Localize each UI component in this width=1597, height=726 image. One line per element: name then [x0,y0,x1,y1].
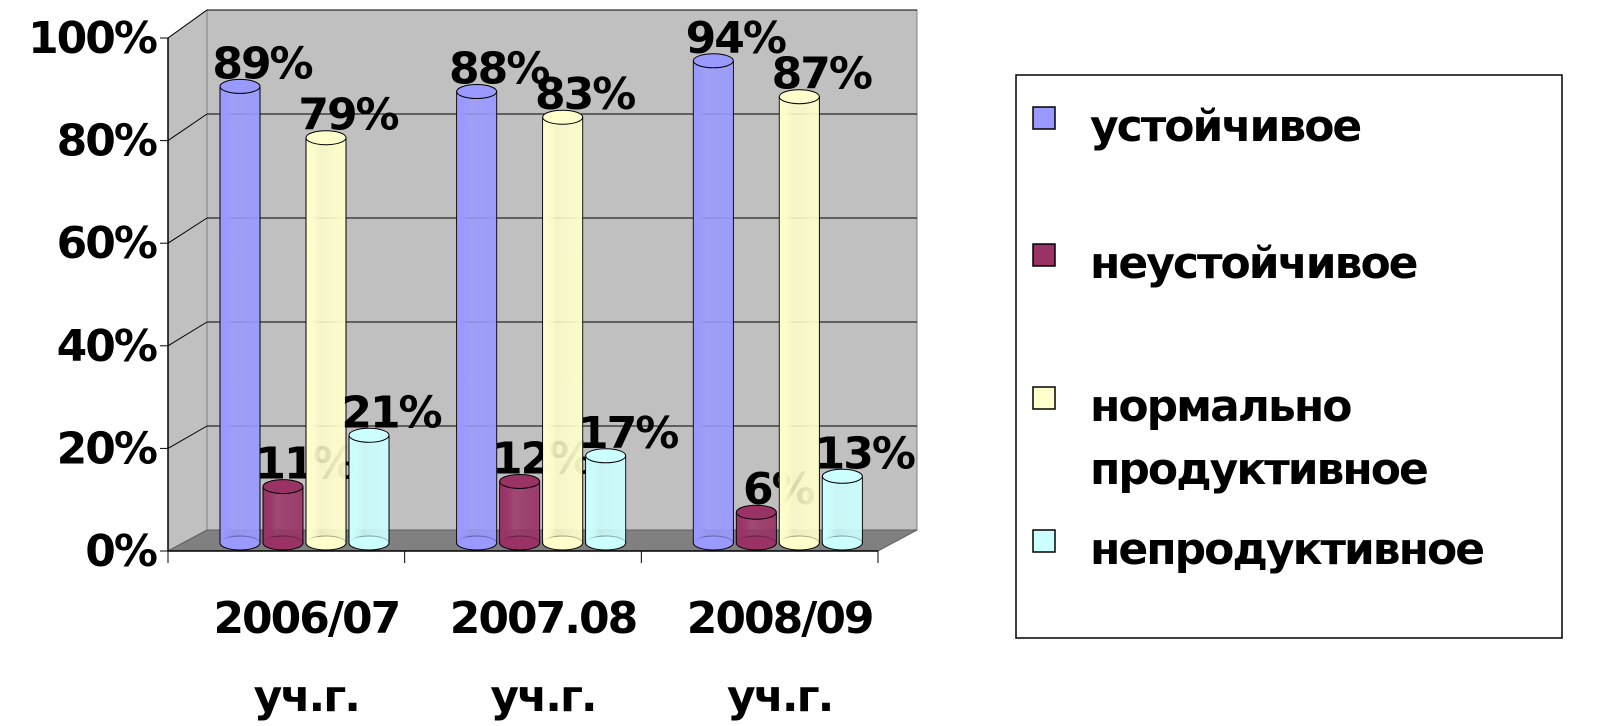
legend-label: неустойчивое [1090,238,1417,289]
bar-fill [220,86,260,544]
bar-fill [457,91,497,543]
legend-swatch [1032,386,1056,410]
bar [262,479,304,551]
bar-top [499,473,541,489]
bar [821,468,863,551]
bar [348,427,390,551]
grid-line [167,113,208,142]
data-label: 21% [341,387,441,438]
data-label: 88% [449,44,549,95]
bar [305,130,347,551]
bar-top [305,130,347,146]
bar [499,473,541,551]
legend-label: устойчивое [1090,101,1360,152]
grid-line [167,9,208,39]
data-label: 89% [212,38,312,89]
y-tick-label: 20% [57,423,157,474]
x-tick-label: 2006/07 уч.г. [213,593,399,722]
bar-top [692,53,734,69]
legend-label: нормально продуктивное [1090,381,1427,495]
bar-fill [500,481,540,543]
grid-line [167,217,208,244]
data-label: 13% [815,428,915,479]
bar [778,89,820,551]
grid-line [167,425,208,449]
bar-top [262,479,304,495]
data-label: 87% [772,49,872,100]
bar-top [585,448,627,464]
x-tick-label: 2007.08 уч.г. [450,593,636,722]
bar-top [348,427,390,443]
data-label: 79% [298,90,398,141]
data-label: 83% [535,69,635,120]
y-tick-label: 80% [57,116,157,167]
bar [692,53,734,551]
bar-top [735,504,777,520]
data-label: 94% [686,13,786,64]
x-tick-label: 2008/09 уч.г. [687,593,873,722]
bar-top [778,89,820,105]
bar-top [456,84,498,100]
bar-fill [822,476,862,543]
bar-fill [586,455,626,543]
legend-label: непродуктивное [1090,524,1483,575]
y-tick-label: 100% [28,13,157,64]
legend-swatch [1032,243,1056,267]
bar-fill [263,486,303,543]
y-tick-label: 40% [57,321,157,372]
data-label: 17% [578,408,678,459]
bar-top [821,468,863,484]
side-wall [167,9,208,552]
bar [542,109,584,551]
bar [735,504,777,551]
bar-fill [306,137,346,544]
grid-line [167,321,208,347]
bar-fill [779,96,819,543]
legend [1015,74,1563,639]
bar-top [219,78,261,94]
bar [456,84,498,551]
y-tick-label: 0% [85,526,157,577]
bar-top [542,109,584,125]
bar-fill [543,117,583,544]
bar-fill [693,60,733,543]
legend-swatch [1032,529,1056,553]
legend-swatch [1032,106,1056,130]
bar-fill [349,435,389,543]
bar [585,448,627,551]
bar [219,78,261,551]
y-tick-label: 60% [57,218,157,269]
